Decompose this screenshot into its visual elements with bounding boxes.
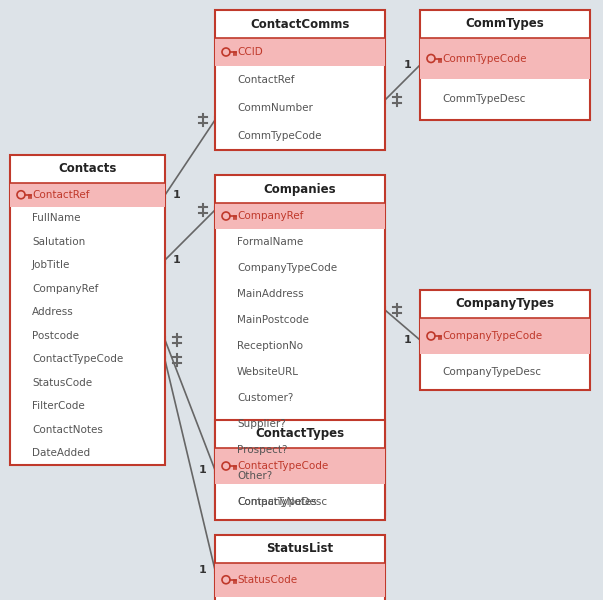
Text: CommTypeCode: CommTypeCode [237, 131, 321, 141]
Text: FilterCode: FilterCode [32, 401, 85, 411]
Text: CommTypeDesc: CommTypeDesc [442, 94, 525, 104]
Bar [215, 448, 385, 484]
Text: MainPostcode: MainPostcode [237, 315, 309, 325]
Text: CompanyTypeCode: CompanyTypeCode [237, 263, 337, 273]
Text: 1: 1 [404, 335, 412, 345]
Text: CommTypeCode: CommTypeCode [442, 53, 526, 64]
Text: CCID: CCID [237, 47, 263, 57]
Text: CompanyTypeDesc: CompanyTypeDesc [442, 367, 541, 377]
Text: FullName: FullName [32, 213, 80, 223]
Bar [215, 10, 385, 150]
Text: 1: 1 [173, 190, 181, 200]
Text: FormalName: FormalName [237, 237, 303, 247]
Bar [215, 175, 385, 515]
Text: CompanyRef: CompanyRef [32, 284, 98, 294]
Text: 1: 1 [199, 465, 207, 475]
Bar [215, 420, 385, 520]
Bar [420, 10, 590, 120]
Bar [215, 203, 385, 229]
Bar [420, 290, 590, 390]
Text: ContactNotes: ContactNotes [32, 425, 103, 435]
Text: CommTypes: CommTypes [466, 17, 545, 31]
Text: Companies: Companies [264, 182, 336, 196]
Bar [10, 183, 165, 206]
Text: Prospect?: Prospect? [237, 445, 288, 455]
Text: ContactTypes: ContactTypes [256, 427, 344, 440]
Text: ContactTypeDesc: ContactTypeDesc [237, 497, 327, 507]
Text: 1: 1 [199, 565, 207, 575]
Bar [10, 155, 165, 465]
Text: ContactRef: ContactRef [32, 190, 89, 200]
Bar [420, 318, 590, 354]
Text: 1: 1 [404, 60, 412, 70]
Text: Contacts: Contacts [58, 163, 117, 175]
Bar [420, 38, 590, 79]
Text: Customer?: Customer? [237, 393, 294, 403]
Text: ReceptionNo: ReceptionNo [237, 341, 303, 351]
Text: CompanyTypes: CompanyTypes [455, 298, 555, 311]
Text: StatusList: StatusList [267, 542, 333, 556]
Text: JobTitle: JobTitle [32, 260, 71, 270]
Text: Supplier?: Supplier? [237, 419, 286, 429]
Text: DateAdded: DateAdded [32, 448, 90, 458]
Bar [215, 563, 385, 596]
Text: CommNumber: CommNumber [237, 103, 313, 113]
Text: Postcode: Postcode [32, 331, 79, 341]
Text: 1: 1 [173, 255, 181, 265]
Text: ContactTypeCode: ContactTypeCode [237, 461, 328, 471]
Text: CompanyRef: CompanyRef [237, 211, 303, 221]
Text: WebsiteURL: WebsiteURL [237, 367, 299, 377]
Bar [215, 535, 385, 600]
Text: MainAddress: MainAddress [237, 289, 304, 299]
Text: ContactRef: ContactRef [237, 75, 294, 85]
Text: Address: Address [32, 307, 74, 317]
Text: ContactTypeCode: ContactTypeCode [32, 354, 123, 364]
Text: StatusCode: StatusCode [237, 575, 297, 585]
Text: StatusCode: StatusCode [32, 378, 92, 388]
Text: Other?: Other? [237, 471, 272, 481]
Text: Salutation: Salutation [32, 237, 85, 247]
Bar [215, 38, 385, 66]
Text: CompanyNotes: CompanyNotes [237, 497, 317, 507]
Text: ContactComms: ContactComms [250, 17, 350, 31]
Text: CompanyTypeCode: CompanyTypeCode [442, 331, 542, 341]
